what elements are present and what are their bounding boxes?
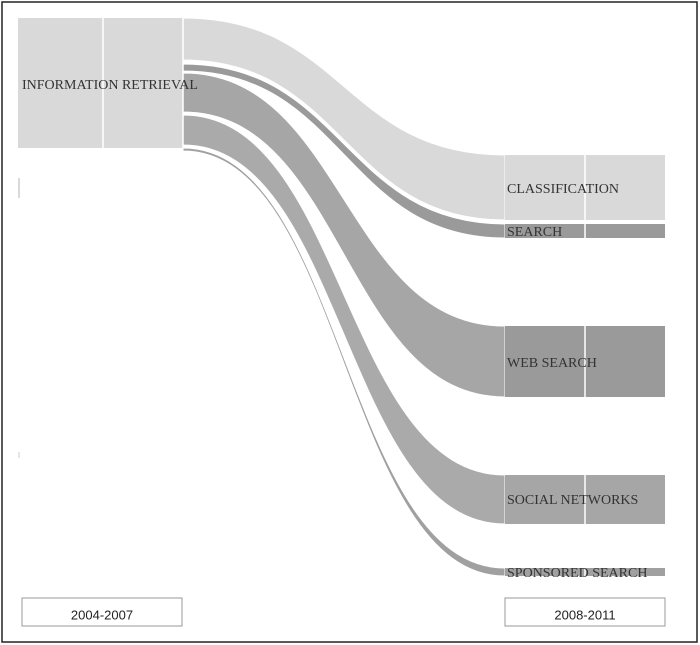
- target-label: CLASSIFICATION: [507, 182, 619, 197]
- flows: [182, 17, 506, 577]
- flow: [182, 63, 506, 239]
- target-label: SOCIAL NETWORKS: [507, 493, 638, 508]
- target-nodes: CLASSIFICATION SEARCH WEB SEARCH SOCIAL NET…: [505, 155, 665, 581]
- period-box: [504, 597, 666, 627]
- period-box: [21, 597, 183, 627]
- source-label: INFORMATION RETRIEVAL: [22, 78, 198, 93]
- period-boxes: 2004-2007 2008-2011: [21, 597, 666, 627]
- source-node: [18, 18, 183, 148]
- nodes: INFORMATION RETRIEVAL: [18, 18, 198, 458]
- target-label: WEB SEARCH: [507, 356, 597, 371]
- target-label: SPONSORED SEARCH: [507, 566, 647, 581]
- period-label: 2008-2011: [554, 607, 615, 622]
- period-label: 2004-2007: [71, 607, 133, 622]
- target-label: SEARCH: [507, 225, 562, 240]
- flow: [182, 72, 506, 398]
